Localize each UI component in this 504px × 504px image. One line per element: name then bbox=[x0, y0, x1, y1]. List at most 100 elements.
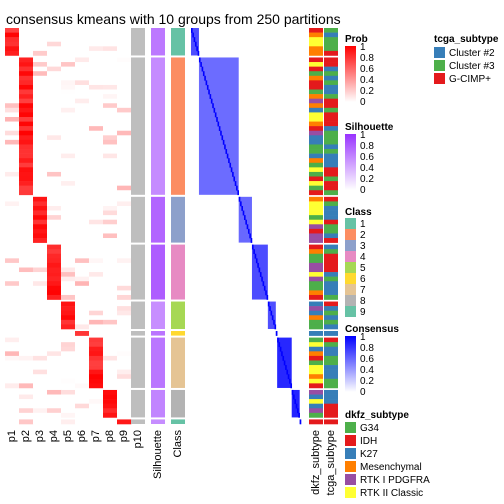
prob-cell bbox=[5, 238, 19, 243]
prob-cell bbox=[19, 85, 33, 90]
consensus-diagonal-cell bbox=[247, 224, 249, 229]
prob-cell bbox=[33, 149, 47, 154]
prob-cell bbox=[5, 315, 19, 320]
prob-cell bbox=[117, 46, 131, 51]
tcga-cell bbox=[324, 233, 338, 238]
prob-legend-tick: 0.8 bbox=[360, 53, 374, 64]
prob-cell bbox=[89, 122, 103, 127]
prob-cell bbox=[117, 320, 131, 325]
prob-cell bbox=[103, 163, 117, 168]
prob-cell bbox=[89, 254, 103, 259]
prob-cell bbox=[47, 144, 61, 149]
prob-cell bbox=[61, 258, 75, 263]
prob-cell bbox=[5, 331, 19, 336]
prob-cell bbox=[33, 338, 47, 343]
prob-cell bbox=[89, 306, 103, 311]
prob-cell bbox=[75, 126, 89, 131]
consensus-legend-tick: 0.8 bbox=[360, 343, 374, 354]
prob-cell bbox=[117, 62, 131, 67]
prob-cell bbox=[5, 57, 19, 62]
probability-heatmap bbox=[5, 28, 145, 424]
prob-cell bbox=[103, 311, 117, 316]
prob-cell bbox=[89, 267, 103, 272]
prob-cell bbox=[61, 167, 75, 172]
prob-cell bbox=[75, 399, 89, 404]
class-bar bbox=[171, 28, 185, 424]
prob-cell bbox=[5, 117, 19, 122]
prob-cell bbox=[117, 356, 131, 361]
prob-cell bbox=[33, 90, 47, 95]
prob-cell bbox=[117, 177, 131, 182]
prob-cell bbox=[19, 338, 33, 343]
prob-cell bbox=[47, 281, 61, 286]
prob-cell bbox=[75, 71, 89, 76]
prob-cell bbox=[47, 122, 61, 127]
prob-cell bbox=[89, 360, 103, 365]
dkfz-cell bbox=[309, 80, 323, 85]
prob-cell bbox=[89, 365, 103, 370]
prob-cell bbox=[89, 46, 103, 51]
prob-cell bbox=[117, 254, 131, 259]
dkfz-cell bbox=[309, 140, 323, 145]
prob-cell bbox=[89, 103, 103, 108]
prob-cell bbox=[103, 206, 117, 211]
prob-legend-tick: 0 bbox=[360, 97, 366, 108]
prob-cell bbox=[89, 311, 103, 316]
class-legend-item: 7 bbox=[360, 285, 366, 296]
dkfz-cell bbox=[309, 258, 323, 263]
prob-cell bbox=[5, 419, 19, 424]
prob-cell bbox=[47, 112, 61, 117]
prob-cell bbox=[75, 112, 89, 117]
tcga-cell bbox=[324, 272, 338, 277]
prob-cell bbox=[75, 254, 89, 259]
class-cell bbox=[171, 57, 185, 194]
prob-cell bbox=[117, 220, 131, 225]
prob-cell bbox=[103, 90, 117, 95]
dkfz-cell bbox=[309, 404, 323, 409]
prob-cell bbox=[103, 135, 117, 140]
prob-cell bbox=[75, 258, 89, 263]
prob-cell bbox=[5, 263, 19, 268]
prob-cell bbox=[131, 419, 145, 424]
tcga-cell bbox=[324, 390, 338, 395]
prob-cell bbox=[75, 37, 89, 42]
consensus-diagonal-cell bbox=[198, 51, 200, 56]
prob-cell bbox=[33, 126, 47, 131]
prob-cell bbox=[117, 286, 131, 291]
prob-cell bbox=[19, 206, 33, 211]
class-legend-item: 8 bbox=[360, 296, 366, 307]
prob-cell bbox=[5, 254, 19, 259]
prob-cell bbox=[47, 85, 61, 90]
consensus-diagonal-cell bbox=[272, 315, 274, 320]
tcga-cell bbox=[324, 85, 338, 90]
prob-cell bbox=[117, 163, 131, 168]
prob-cell bbox=[33, 71, 47, 76]
consensus-diagonal-cell bbox=[203, 71, 205, 76]
consensus-diagonal-cell bbox=[260, 272, 262, 277]
prob-cell bbox=[33, 419, 47, 424]
prob-cell bbox=[33, 94, 47, 99]
prob-cell bbox=[5, 67, 19, 72]
tcga-cell bbox=[324, 46, 338, 51]
prob-cell bbox=[61, 286, 75, 291]
prob-cell bbox=[117, 229, 131, 234]
dkfz-cell bbox=[309, 324, 323, 329]
prob-cell bbox=[103, 172, 117, 177]
prob-cell bbox=[89, 395, 103, 400]
prob-cell bbox=[103, 306, 117, 311]
dkfz-cell bbox=[309, 211, 323, 216]
prob-cell bbox=[5, 233, 19, 238]
consensus-diagonal-cell bbox=[237, 190, 239, 195]
prob-cell bbox=[33, 57, 47, 62]
prob-cell bbox=[89, 211, 103, 216]
prob-cell bbox=[33, 37, 47, 42]
prob-cell bbox=[61, 272, 75, 277]
prob-cell bbox=[75, 220, 89, 225]
prob-cell bbox=[103, 224, 117, 229]
prob-cell bbox=[131, 331, 145, 336]
prob-cell bbox=[61, 163, 75, 168]
tcga-cell bbox=[324, 263, 338, 268]
class-legend-item: 2 bbox=[360, 230, 366, 241]
dkfz-legend-item: G34 bbox=[360, 423, 379, 434]
silhouette-cell bbox=[151, 197, 165, 243]
